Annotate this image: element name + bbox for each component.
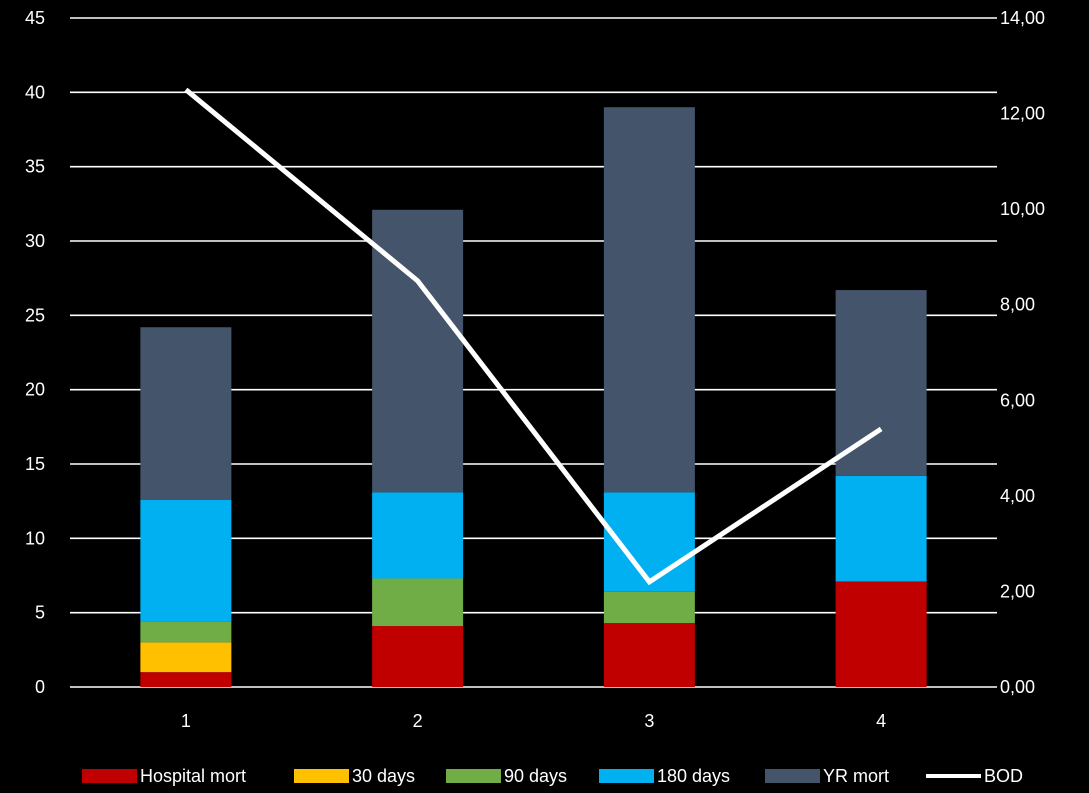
bar-segment-90-days-3 [603,591,695,624]
x-tick-label: 3 [644,711,654,731]
bod-line-series [184,87,883,586]
legend: Hospital mort 30 days 90 days 180 days Y… [0,758,1089,793]
right-y-tick-label: 12,00 [1000,104,1045,124]
bar-segment-yr-mort-1 [140,327,232,500]
left-axis-ticks: 0 5 10 15 20 25 30 35 40 45 [25,8,45,697]
bar-segment-180-days-4 [835,475,927,582]
legend-item-90-days: 90 days [446,764,567,788]
legend-swatch-hospital-mort [82,769,137,783]
legend-label-hospital-mort: Hospital mort [140,765,247,786]
legend-label-180-days: 180 days [657,765,731,786]
right-y-tick-label: 14,00 [1000,8,1045,28]
left-y-tick-label: 5 [35,603,45,623]
legend-swatch-yr-mort [765,769,820,783]
right-y-tick-label: 8,00 [1000,295,1035,315]
legend-item-30-days: 30 days [294,764,415,788]
bar-segment-90-days-1 [140,621,232,643]
left-y-tick-label: 35 [25,157,45,177]
bar-segment-180-days-1 [140,499,232,622]
left-y-tick-label: 0 [35,677,45,697]
legend-item-bod: BOD [926,764,1023,788]
left-y-tick-label: 20 [25,380,45,400]
legend-label-yr-mort: YR mort [823,765,890,786]
legend-swatch-bod [926,774,981,778]
left-y-tick-label: 45 [25,8,45,28]
right-y-tick-label: 2,00 [1000,581,1035,601]
legend-item-yr-mort: YR mort [765,764,889,788]
x-tick-label: 1 [181,711,191,731]
bod-line [184,87,883,586]
left-y-tick-label: 10 [25,528,45,548]
x-tick-label: 4 [876,711,886,731]
right-y-tick-label: 4,00 [1000,486,1035,506]
bar-segment-yr-mort-3 [603,107,695,493]
legend-swatch-30-days [294,769,349,783]
legend-label-bod: BOD [984,765,1024,786]
right-y-tick-label: 6,00 [1000,390,1035,410]
bar-segment-90-days-2 [372,578,464,627]
legend-swatch-90-days [446,769,501,783]
x-axis-ticks: 1 2 3 4 [181,711,886,731]
right-axis-ticks: 0,00 2,00 4,00 6,00 8,00 10,00 12,00 14,00 [1000,8,1045,697]
legend-label-30-days: 30 days [352,765,416,786]
right-y-tick-label: 10,00 [1000,199,1045,219]
left-y-tick-label: 25 [25,305,45,325]
bar-segment-yr-mort-4 [835,290,927,476]
bar-segment-hospital-mort-1 [140,672,232,687]
x-tick-label: 2 [413,711,423,731]
left-y-tick-label: 40 [25,82,45,102]
bar-segment-180-days-2 [372,492,464,579]
legend-swatch-180-days [599,769,654,783]
bar-series [140,107,927,687]
legend-item-180-days: 180 days [599,764,730,788]
bar-segment-hospital-mort-4 [835,581,927,687]
bar-segment-hospital-mort-2 [372,626,464,687]
bar-segment-30-days-1 [140,642,232,673]
left-y-tick-label: 30 [25,231,45,251]
bar-segment-hospital-mort-3 [603,623,695,687]
right-y-tick-label: 0,00 [1000,677,1035,697]
legend-item-hospital-mort: Hospital mort [82,764,246,788]
left-y-tick-label: 15 [25,454,45,474]
legend-label-90-days: 90 days [504,765,568,786]
